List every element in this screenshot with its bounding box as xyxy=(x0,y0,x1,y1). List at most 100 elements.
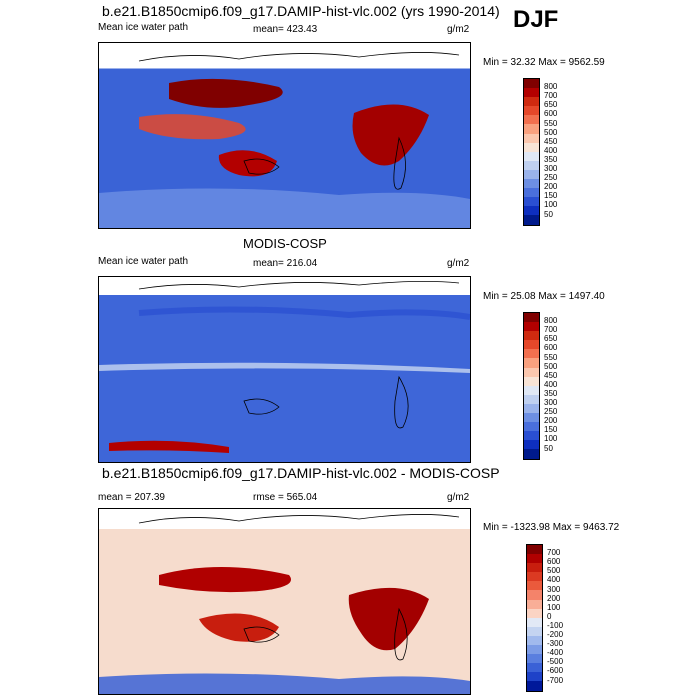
colorbar-swatch xyxy=(527,663,542,673)
colorbar-tick-label: -100 xyxy=(547,620,564,630)
colorbar-swatch xyxy=(527,635,542,646)
panel2-map-plot xyxy=(99,277,470,462)
panel2-variable-label: Mean ice water path xyxy=(98,256,189,267)
colorbar-tick-label: 50 xyxy=(544,209,553,219)
panel3-positive-band-3 xyxy=(199,613,279,642)
colorbar-swatch xyxy=(524,376,539,386)
colorbar-tick-label: 0 xyxy=(547,611,552,621)
colorbar-box xyxy=(523,312,540,460)
colorbar-tick-label: 550 xyxy=(544,352,558,362)
colorbar-swatch xyxy=(524,142,539,152)
colorbar-tick-label: -700 xyxy=(547,675,564,685)
panel1-south-band xyxy=(99,188,470,228)
colorbar-tick-label: 500 xyxy=(544,361,558,371)
panel2-coastline-north xyxy=(138,281,460,290)
colorbar-swatch xyxy=(527,645,542,655)
colorbar-tick-label: 700 xyxy=(544,91,558,101)
panel3-units-label: g/m2 xyxy=(447,492,470,503)
panel1-units-label: g/m2 xyxy=(447,24,470,35)
panel2-coastline-samerica xyxy=(394,375,409,429)
colorbar-swatch xyxy=(527,608,542,618)
panel2-tropical-band xyxy=(99,362,470,373)
panel2-minmax: Min = 25.08 Max = 1497.40 xyxy=(483,291,605,302)
colorbar-swatch xyxy=(524,322,539,332)
colorbar-tick-label: -600 xyxy=(547,666,564,676)
panel3-polar-mask xyxy=(99,509,470,529)
panel1-map-plot xyxy=(99,43,470,228)
colorbar-swatch xyxy=(524,133,539,143)
panel2-midlat-band xyxy=(138,306,470,320)
colorbar-tick-label: 100 xyxy=(544,434,558,444)
colorbar-tick-label: 300 xyxy=(547,584,561,594)
colorbar-tick-label: 250 xyxy=(544,407,558,417)
panel2-coastline-australia xyxy=(243,398,280,415)
colorbar-tick-label: -400 xyxy=(547,648,564,658)
colorbar-swatch xyxy=(524,106,539,116)
colorbar-tick-label: 500 xyxy=(544,127,558,137)
colorbar-swatch xyxy=(524,340,539,350)
colorbar-tick-label: 100 xyxy=(544,200,558,210)
colorbar-swatch xyxy=(524,431,539,441)
panel2-title: MODIS-COSP xyxy=(243,236,327,251)
panel2-mean-label: mean= 216.04 xyxy=(253,258,318,269)
panel3-positive-band-2 xyxy=(348,587,429,651)
colorbar-swatch xyxy=(524,151,539,161)
panel1-variable-label: Mean ice water path xyxy=(98,22,189,33)
colorbar-tick-label: 650 xyxy=(544,334,558,344)
colorbar-tick-label: 150 xyxy=(544,425,558,435)
colorbar-tick-label: 400 xyxy=(544,379,558,389)
colorbar-swatch xyxy=(527,654,542,664)
colorbar-tick-label: -200 xyxy=(547,630,564,639)
colorbar-swatch xyxy=(524,188,539,198)
panel2-map xyxy=(98,276,471,463)
panel1-coastline-samerica xyxy=(393,136,406,190)
panel3-minmax: Min = -1323.98 Max = 9463.72 xyxy=(483,522,620,533)
colorbar-swatch xyxy=(524,440,539,450)
panel3-title: b.e21.B1850cmip6.f09_g17.DAMIP-hist-vlc.… xyxy=(102,465,500,481)
colorbar-tick-label: 800 xyxy=(544,316,558,326)
colorbar-swatch xyxy=(524,79,539,89)
colorbar-tick-label: 450 xyxy=(544,136,558,146)
colorbar-tick-label: 350 xyxy=(544,388,558,398)
colorbar-tick-label: 700 xyxy=(544,325,558,335)
colorbar-swatch xyxy=(527,554,542,564)
figure-title: b.e21.B1850cmip6.f09_g17.DAMIP-hist-vlc.… xyxy=(102,3,500,19)
colorbar-tick-label: -500 xyxy=(547,657,564,667)
colorbar-tick-label: 500 xyxy=(547,566,561,576)
colorbar-swatch xyxy=(524,449,539,459)
panel3-map-plot xyxy=(99,509,470,694)
panel1-minmax: Min = 32.32 Max = 9562.59 xyxy=(483,57,605,68)
colorbar-tick-label: 550 xyxy=(544,118,558,128)
panel1-mean-label: mean= 423.43 xyxy=(253,24,318,35)
panel3-coastline-samerica xyxy=(394,607,408,661)
colorbar-swatch xyxy=(524,206,539,216)
colorbar-tick-label: 600 xyxy=(544,343,558,353)
colorbar-tick-label: 650 xyxy=(544,100,558,110)
colorbar-tick-label: 600 xyxy=(544,109,558,119)
colorbar-tick-label: 800 xyxy=(544,82,558,92)
colorbar-swatch xyxy=(524,394,539,404)
colorbar-tick-label: 100 xyxy=(547,602,561,612)
colorbar-swatch xyxy=(524,115,539,125)
colorbar-tick-label: 400 xyxy=(547,575,561,585)
colorbar-swatch xyxy=(524,367,539,377)
colorbar-tick-label: 50 xyxy=(544,443,553,453)
colorbar-swatch xyxy=(524,331,539,341)
colorbar-tick-label: 700 xyxy=(547,548,561,558)
colorbar-tick-label: 350 xyxy=(544,154,558,164)
panel1-high-band-1 xyxy=(169,78,283,108)
colorbar-tick-label: 400 xyxy=(544,145,558,155)
colorbar-swatch xyxy=(527,617,542,627)
colorbar-tick-label: 600 xyxy=(547,557,561,567)
colorbar-box xyxy=(523,78,540,226)
colorbar-swatch xyxy=(527,672,542,682)
colorbar-swatch xyxy=(524,179,539,189)
colorbar-swatch xyxy=(527,572,542,582)
panel2-south-high xyxy=(109,440,229,453)
colorbar-tick-label: -300 xyxy=(547,639,564,649)
colorbar-swatch xyxy=(527,626,542,636)
panel3-rmse-label: rmse = 565.04 xyxy=(253,492,318,503)
colorbar-swatch xyxy=(524,422,539,432)
colorbar-swatch xyxy=(524,313,539,323)
colorbar-tick-label: 150 xyxy=(544,191,558,201)
